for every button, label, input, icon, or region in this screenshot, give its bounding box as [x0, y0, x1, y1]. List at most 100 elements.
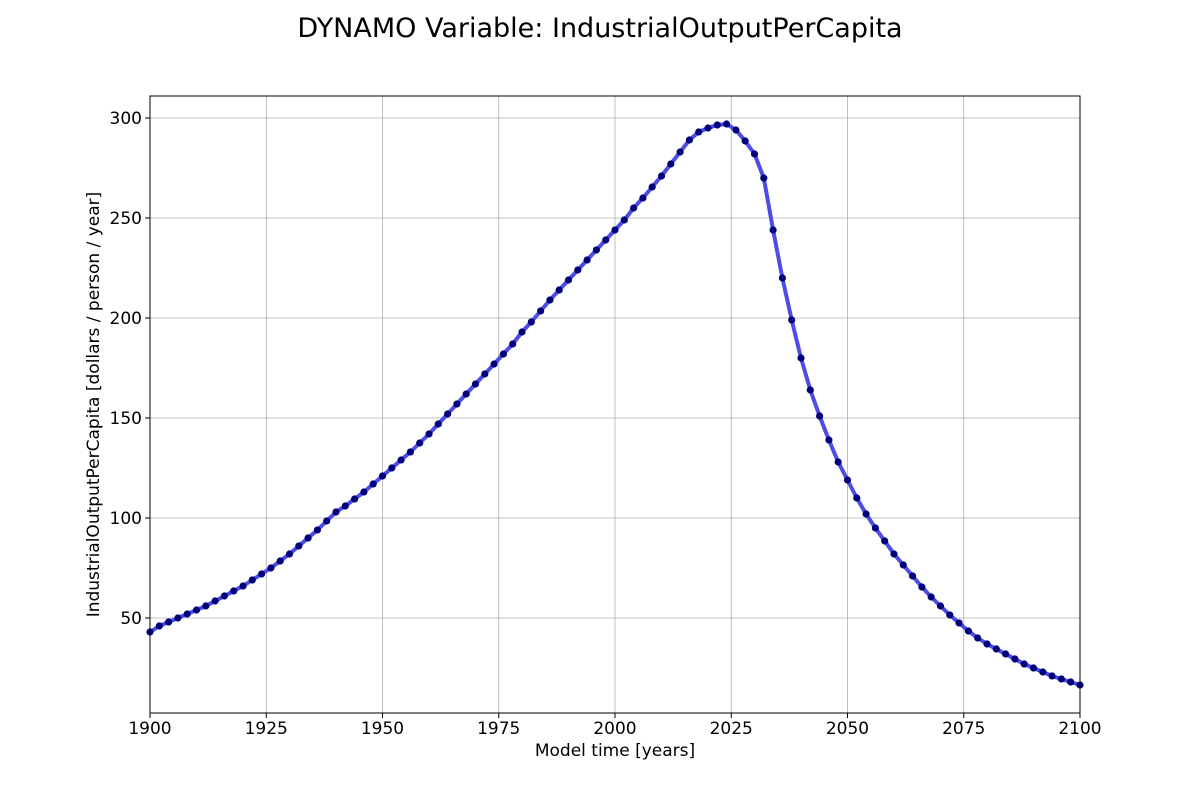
- data-point: [1029, 664, 1038, 672]
- x-tick-label: 2050: [826, 719, 869, 739]
- data-point: [899, 561, 907, 569]
- series-layer: [146, 120, 1084, 689]
- data-point: [332, 508, 340, 516]
- data-point: [1020, 660, 1028, 668]
- data-point: [918, 583, 926, 591]
- data-point: [323, 517, 331, 525]
- data-point: [304, 534, 312, 542]
- chart-title: DYNAMO Variable: IndustrialOutputPerCapi…: [297, 13, 902, 44]
- data-point: [1011, 655, 1019, 663]
- data-point: [351, 495, 359, 503]
- data-point: [295, 542, 303, 550]
- grid: [149, 96, 1081, 713]
- data-point: [555, 286, 563, 294]
- data-point: [471, 380, 480, 388]
- data-point: [527, 318, 535, 326]
- data-point: [853, 494, 861, 502]
- data-point: [676, 148, 684, 156]
- data-point: [788, 316, 796, 324]
- data-point: [1048, 672, 1056, 680]
- data-point: [174, 614, 182, 622]
- y-tick-label: 300: [110, 109, 142, 129]
- data-point: [583, 256, 591, 264]
- data-point: [462, 390, 470, 398]
- data-point: [750, 150, 759, 158]
- data-point: [239, 582, 247, 590]
- data-point: [388, 464, 396, 472]
- data-point: [165, 618, 173, 626]
- data-point: [444, 410, 452, 418]
- data-point: [713, 121, 721, 129]
- y-axis-label: IndustrialOutputPerCapita [dollars / per…: [84, 192, 104, 618]
- data-point: [992, 645, 1000, 653]
- data-point: [1002, 650, 1010, 658]
- data-point: [630, 204, 638, 212]
- data-point: [825, 436, 833, 444]
- data-point: [648, 183, 656, 191]
- x-tick-label: 1900: [128, 719, 171, 739]
- data-point: [276, 557, 284, 565]
- data-point: [258, 570, 266, 578]
- data-point: [723, 120, 731, 128]
- data-point: [695, 128, 703, 136]
- data-point: [843, 476, 852, 484]
- data-point: [936, 602, 945, 610]
- data-point: [406, 448, 414, 456]
- data-point: [760, 174, 768, 182]
- data-point: [1039, 668, 1047, 676]
- data-point: [778, 274, 787, 282]
- data-point: [909, 572, 917, 580]
- y-tick-label: 200: [110, 309, 142, 329]
- data-point: [490, 360, 498, 368]
- data-point: [667, 160, 675, 168]
- data-point: [211, 597, 219, 605]
- data-point: [927, 593, 935, 601]
- data-point: [425, 430, 433, 438]
- data-point: [285, 550, 294, 558]
- data-point: [964, 627, 973, 635]
- y-tick-label: 250: [110, 209, 142, 229]
- y-tick-label: 150: [110, 409, 142, 429]
- data-point: [499, 350, 507, 358]
- data-point: [816, 412, 824, 420]
- data-point: [871, 524, 880, 532]
- data-point: [620, 216, 628, 224]
- data-point: [862, 510, 870, 518]
- data-point: [574, 266, 582, 274]
- data-point: [453, 400, 461, 408]
- data-point: [564, 276, 573, 284]
- data-point: [657, 172, 666, 180]
- data-point: [704, 124, 712, 132]
- data-point: [378, 472, 387, 480]
- axis-ticks: 1900 1925 1950 1975 2000 2025 2050 2075 2100 50 10…: [110, 109, 1102, 739]
- data-point: [537, 307, 545, 315]
- data-point: [602, 236, 610, 244]
- data-point: [890, 550, 898, 558]
- data-point: [192, 606, 201, 614]
- x-tick-label: 1925: [245, 719, 288, 739]
- data-point: [732, 126, 740, 134]
- data-point: [639, 194, 647, 202]
- data-point: [769, 226, 777, 234]
- data-point: [1057, 675, 1065, 683]
- data-point: [955, 619, 963, 627]
- data-point: [267, 564, 275, 572]
- x-tick-label: 2075: [942, 719, 985, 739]
- data-point: [974, 634, 982, 642]
- x-tick-label: 2000: [593, 719, 636, 739]
- data-point: [881, 537, 889, 545]
- data-point: [741, 137, 749, 145]
- data-point: [481, 370, 489, 378]
- y-tick-label: 50: [120, 609, 142, 629]
- x-tick-label: 2025: [710, 719, 753, 739]
- x-tick-label: 1950: [361, 719, 404, 739]
- x-tick-label: 1975: [477, 719, 520, 739]
- data-point: [397, 456, 405, 464]
- data-point: [685, 136, 694, 144]
- y-tick-label: 100: [110, 509, 142, 529]
- data-point: [518, 328, 526, 336]
- data-point: [155, 622, 163, 630]
- x-tick-label: 2100: [1058, 719, 1101, 739]
- data-point: [611, 226, 619, 234]
